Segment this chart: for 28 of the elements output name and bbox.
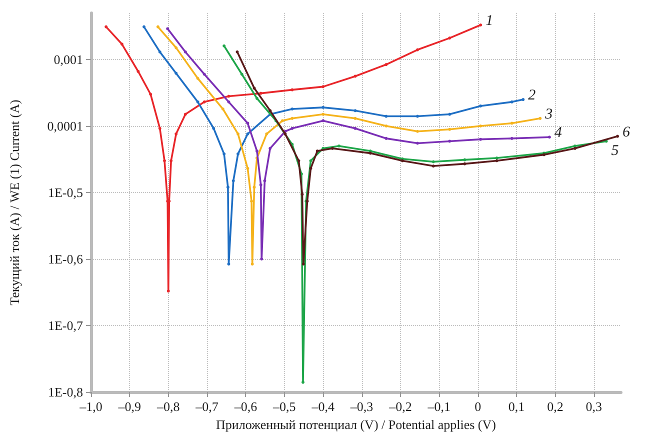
y-tick-label: 0,001	[54, 52, 83, 67]
x-tick-label: 0,2	[547, 399, 564, 414]
x-tick-label: –0,1	[426, 399, 451, 414]
series-label: 6	[622, 124, 631, 140]
y-tick-label: 0,0001	[47, 118, 83, 134]
y-tick-label: 1E-0,7	[48, 318, 84, 333]
y-tick-label: 1E-0,5	[48, 184, 83, 200]
series-label: 2	[528, 88, 536, 104]
series-label: 4	[554, 125, 562, 142]
x-axis-title: Приложенный потенциал (V) / Potential applies (V)	[216, 417, 496, 432]
x-tick-label: –0,4	[310, 399, 335, 414]
series-label: 5	[611, 143, 620, 160]
y-tick-label: 1E-0,8	[48, 384, 83, 400]
y-tick-label: 1E-0,6	[48, 251, 84, 266]
x-tick-label: –1,0	[78, 399, 102, 414]
series-label: 3	[544, 106, 553, 122]
x-tick-label: –0,7	[194, 399, 219, 414]
x-tick-label: –0,9	[117, 399, 142, 414]
series-label: 1	[486, 13, 494, 29]
x-tick-label: –0,2	[388, 399, 412, 414]
x-tick-label: 0,3	[586, 399, 602, 414]
y-axis-title: Текущий ток (A) / WE (1) Current (A)	[7, 100, 22, 306]
x-tick-label: 0,1	[508, 399, 525, 414]
x-tick-label: –0,5	[272, 399, 296, 414]
x-tick-label: 0	[474, 399, 482, 414]
x-tick-label: –0,6	[233, 399, 258, 414]
x-tick-label: –0,3	[349, 399, 374, 414]
x-tick-label: –0,8	[156, 399, 180, 414]
